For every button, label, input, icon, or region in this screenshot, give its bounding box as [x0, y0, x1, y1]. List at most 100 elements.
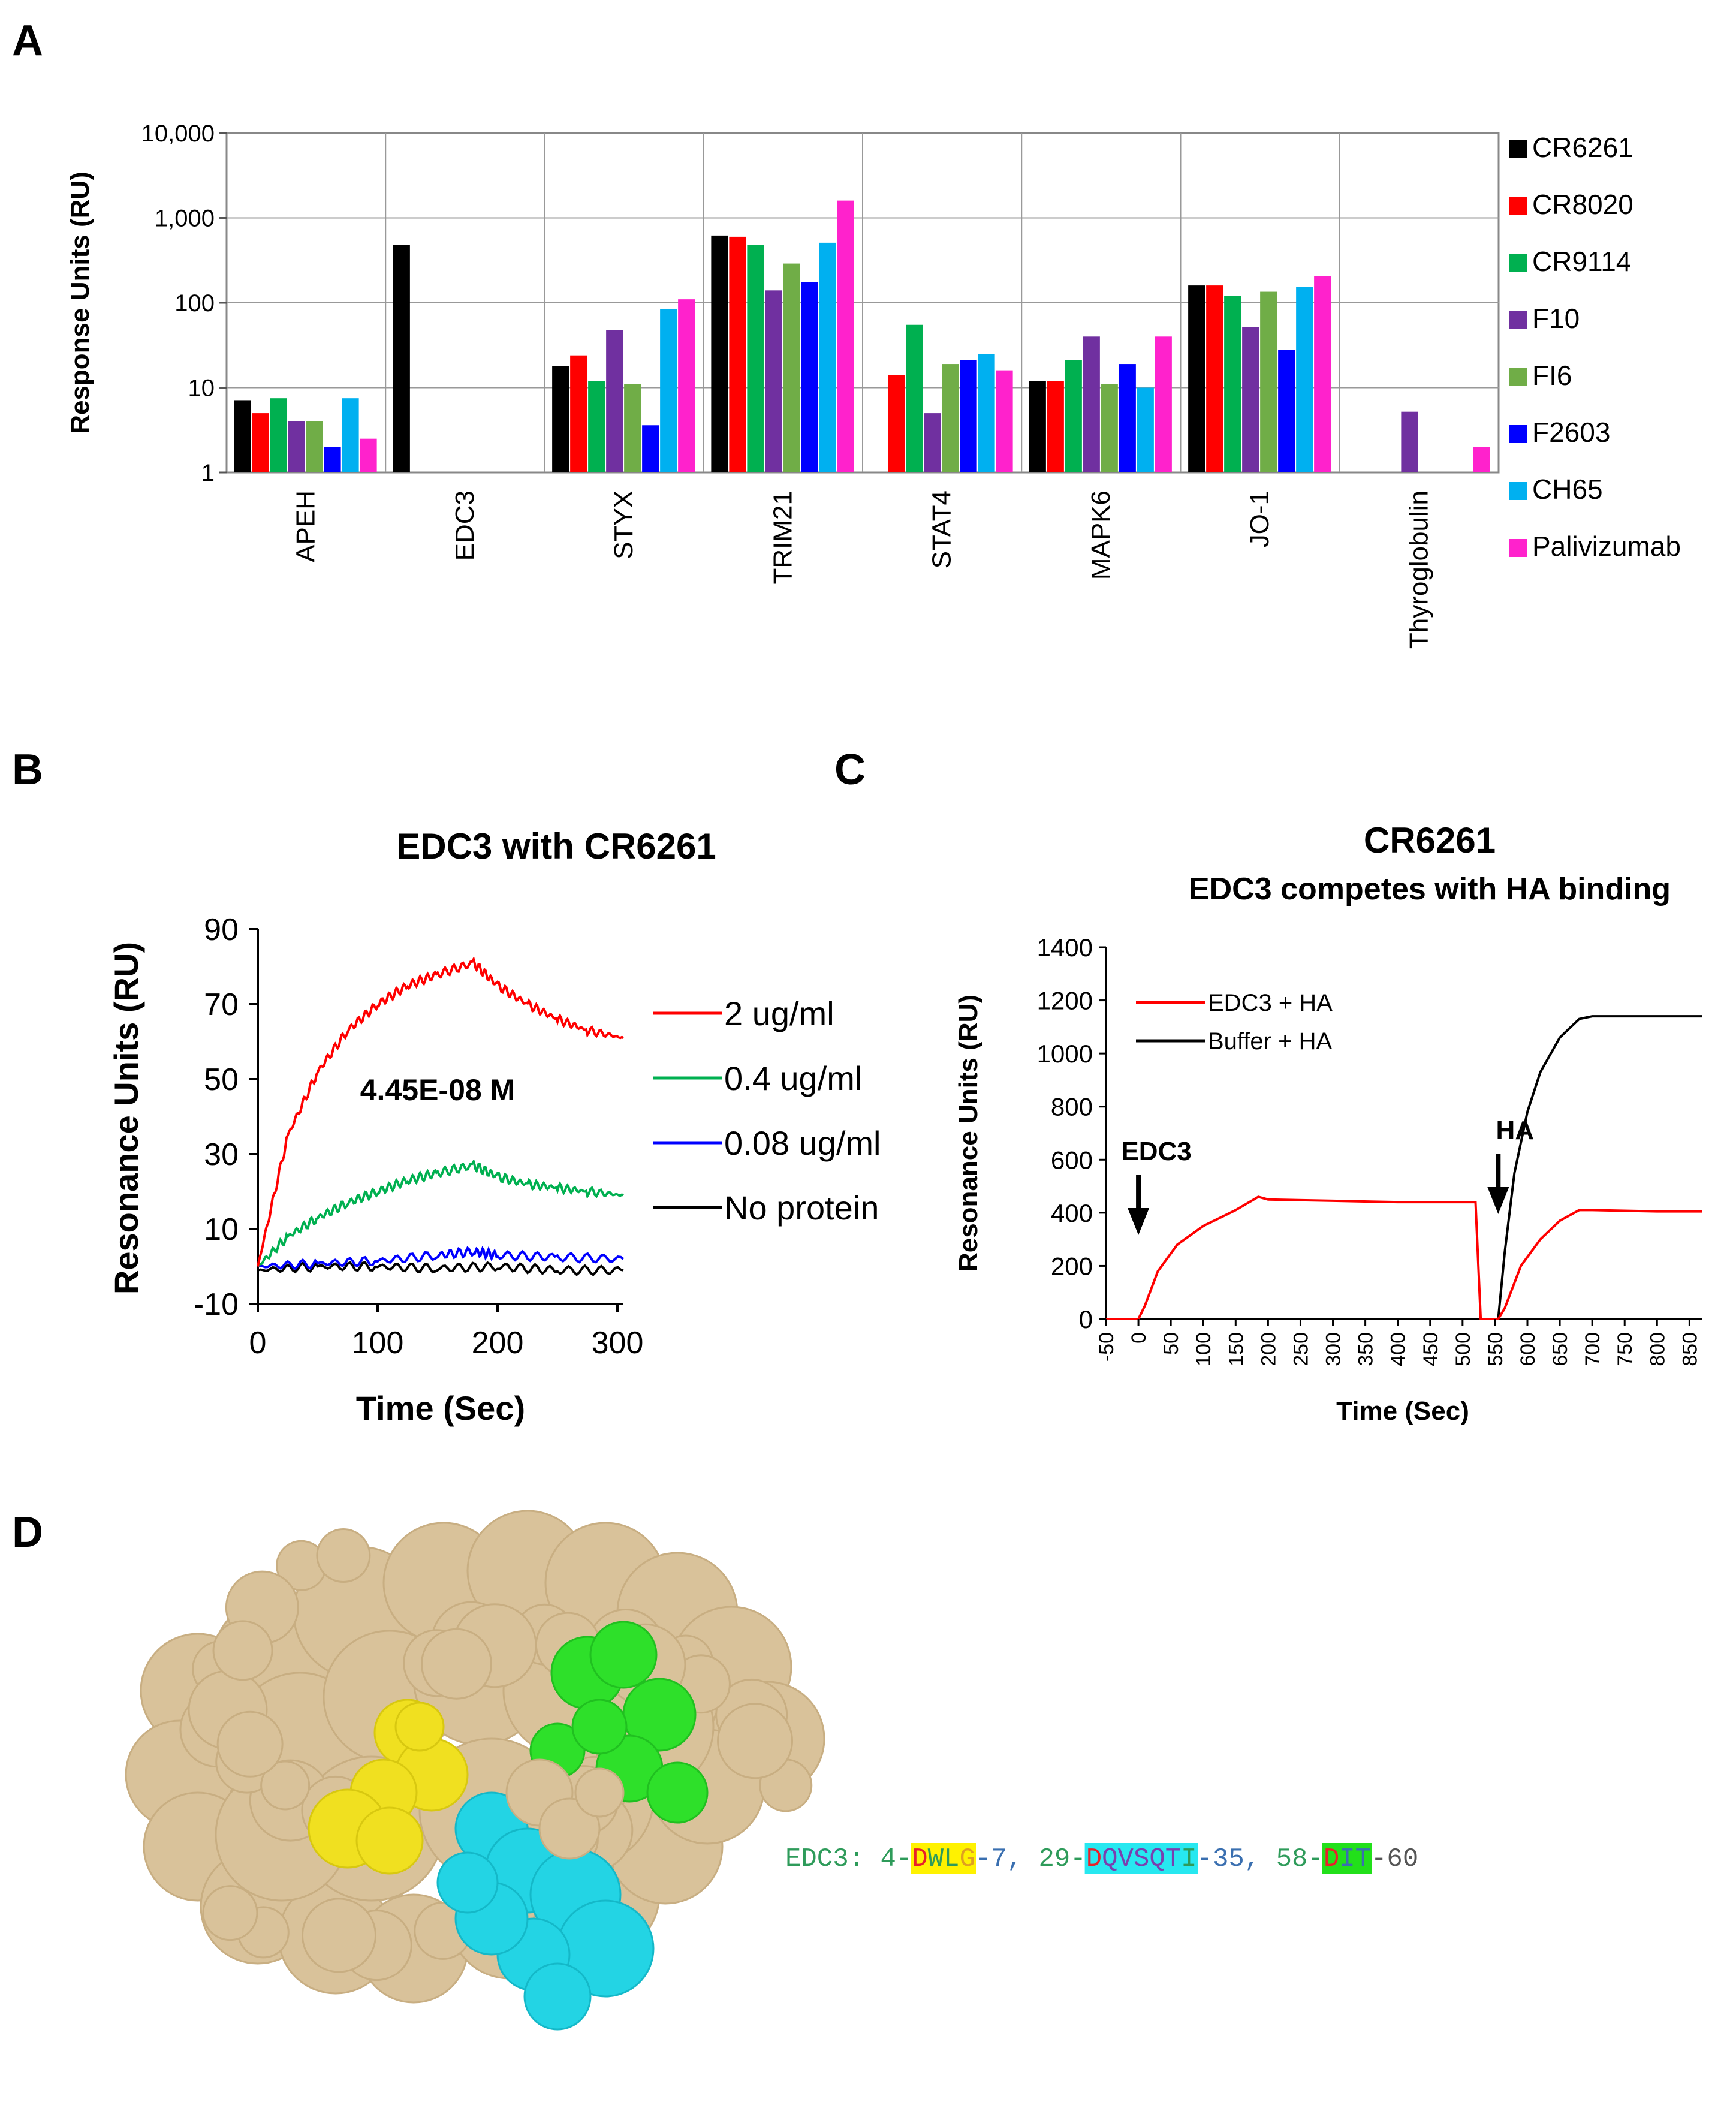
legend-label: CH65: [1532, 474, 1603, 505]
y-tick-label: 30: [204, 1137, 239, 1172]
bar-ch65-trim21: [819, 242, 836, 472]
panel-a-y-ticks: 1 10 100 1,000 10,000: [141, 121, 227, 486]
bar-f2603-styx: [642, 425, 659, 472]
bar-cr8020-styx: [570, 355, 587, 472]
bar-ch65-mapk6: [1137, 387, 1154, 472]
x-category-label: MAPK6: [1086, 490, 1116, 580]
protein-surface-image: [125, 1510, 825, 2031]
bar-cr6261-edc3: [393, 245, 410, 472]
bar-f2603-stat4: [960, 360, 977, 472]
bar-palivizumab-trim21: [837, 200, 854, 472]
bar-f2603-trim21: [801, 282, 818, 472]
x-tick-label: -50: [1095, 1332, 1118, 1362]
x-tick-label: 800: [1646, 1332, 1669, 1366]
sequence-part: D: [912, 1844, 927, 1874]
surface-region-base: [316, 1528, 371, 1583]
surface-region-base: [574, 1767, 625, 1818]
y-tick-label: 10: [204, 1212, 239, 1247]
arrow-label: EDC3: [1121, 1137, 1191, 1166]
sequence-part: WL: [928, 1844, 960, 1874]
bar-f10-thyroglobulin: [1401, 411, 1418, 472]
panel-c-x-axis-label: Time (Sec): [1336, 1396, 1469, 1426]
surface-region-green: [646, 1761, 709, 1824]
surface-region-cyan: [436, 1851, 499, 1914]
legend-label: FI6: [1532, 360, 1572, 391]
bar-cr8020-mapk6: [1047, 381, 1064, 472]
panel-b-title: EDC3 with CR6261: [396, 826, 716, 866]
sequence-part: QVSQT: [1102, 1844, 1181, 1874]
panel-a-letter: A: [12, 17, 43, 65]
x-tick-label: 700: [1581, 1332, 1604, 1366]
panel-b-kd-annotation: 4.45E-08 M: [360, 1073, 515, 1107]
panel-a-bars: [234, 200, 1490, 472]
legend-label: No protein: [724, 1189, 879, 1227]
y-tick-label: 1400: [1037, 933, 1093, 962]
bar-f2603-jo-1: [1278, 350, 1295, 472]
sequence-highlight: [1338, 1843, 1372, 1874]
bar-cr8020-apeh: [252, 413, 269, 472]
panel-b-axes: [257, 929, 623, 1305]
sequence-highlight: [1180, 1843, 1198, 1874]
bar-fi6-stat4: [942, 364, 959, 472]
bar-ch65-apeh: [342, 398, 359, 472]
arrow-head: [1128, 1208, 1150, 1235]
sequence-highlight: [926, 1843, 961, 1874]
x-category-label: TRIM21: [768, 490, 797, 584]
bar-f10-jo-1: [1242, 327, 1259, 472]
surface-region-yellow: [394, 1702, 445, 1752]
legend-label: CR9114: [1532, 246, 1631, 277]
bar-cr6261-apeh: [234, 400, 251, 472]
bar-f10-stat4: [924, 413, 941, 472]
y-tick-label: 600: [1051, 1146, 1093, 1174]
legend-swatch-ch65: [1509, 482, 1527, 500]
surface-region-base: [302, 1898, 377, 1973]
surface-region-yellow: [355, 1806, 424, 1875]
bar-fi6-styx: [624, 384, 641, 472]
bar-palivizumab-mapk6: [1155, 336, 1172, 472]
panel-b-legend: 2 ug/ml 0.4 ug/ml 0.08 ug/ml No protein: [653, 995, 881, 1227]
bar-cr6261-jo-1: [1188, 285, 1205, 472]
series-line-2-ug-ml: [257, 956, 625, 1267]
x-tick-label: 750: [1614, 1332, 1636, 1366]
y-tick-label: 50: [204, 1062, 239, 1097]
x-tick-label: 0: [1128, 1332, 1150, 1344]
y-tick-label: 10: [188, 375, 215, 402]
panel-d-letter: D: [12, 1508, 43, 1556]
sequence-highlight: [1322, 1843, 1340, 1874]
panel-a: A 1 10 100 1,000 10,000 APEH EDC3 STYX TRIM21 ST…: [12, 17, 1681, 649]
x-tick-label: 450: [1419, 1332, 1442, 1366]
x-tick-label: 0: [249, 1326, 267, 1360]
bar-palivizumab-thyroglobulin: [1473, 447, 1490, 472]
sequence-part: 29-: [1039, 1844, 1086, 1874]
panel-b-letter: B: [12, 746, 43, 794]
series-line-0-4-ug-ml: [257, 1158, 624, 1267]
x-category-label: EDC3: [450, 490, 480, 561]
panel-c-arrows: EDC3 HA: [1121, 1116, 1534, 1235]
x-tick-label: 100: [352, 1326, 404, 1360]
panel-c-y-axis-label: Resonance Units (RU): [954, 995, 983, 1272]
bar-cr6261-styx: [552, 366, 569, 472]
sequence-part: G: [959, 1844, 975, 1874]
surface-region-cyan: [523, 1962, 592, 2031]
legend-label: CR6261: [1532, 132, 1633, 163]
legend-swatch-fi6: [1509, 368, 1527, 386]
legend-swatch-cr6261: [1509, 140, 1527, 158]
bar-f10-apeh: [288, 421, 305, 472]
x-tick-label: 850: [1678, 1332, 1701, 1366]
sequence-part: -35,: [1197, 1844, 1276, 1874]
y-tick-label: 90: [204, 913, 239, 947]
x-tick-label: 400: [1387, 1332, 1410, 1366]
y-tick-label: 10,000: [141, 121, 215, 147]
legend-label: EDC3 + HA: [1208, 990, 1333, 1016]
y-tick-label: 400: [1051, 1199, 1093, 1227]
bar-cr8020-stat4: [888, 375, 905, 472]
x-category-label: APEH: [291, 490, 321, 562]
bar-fi6-mapk6: [1101, 384, 1118, 472]
y-tick-label: 200: [1051, 1252, 1093, 1280]
panel-a-legend: CR6261 CR8020 CR9114 F10 FI6 F2603 CH65 Paliviz…: [1509, 132, 1681, 562]
bar-f2603-apeh: [324, 447, 341, 472]
bar-ch65-stat4: [978, 354, 995, 472]
x-tick-label: 300: [592, 1326, 644, 1360]
